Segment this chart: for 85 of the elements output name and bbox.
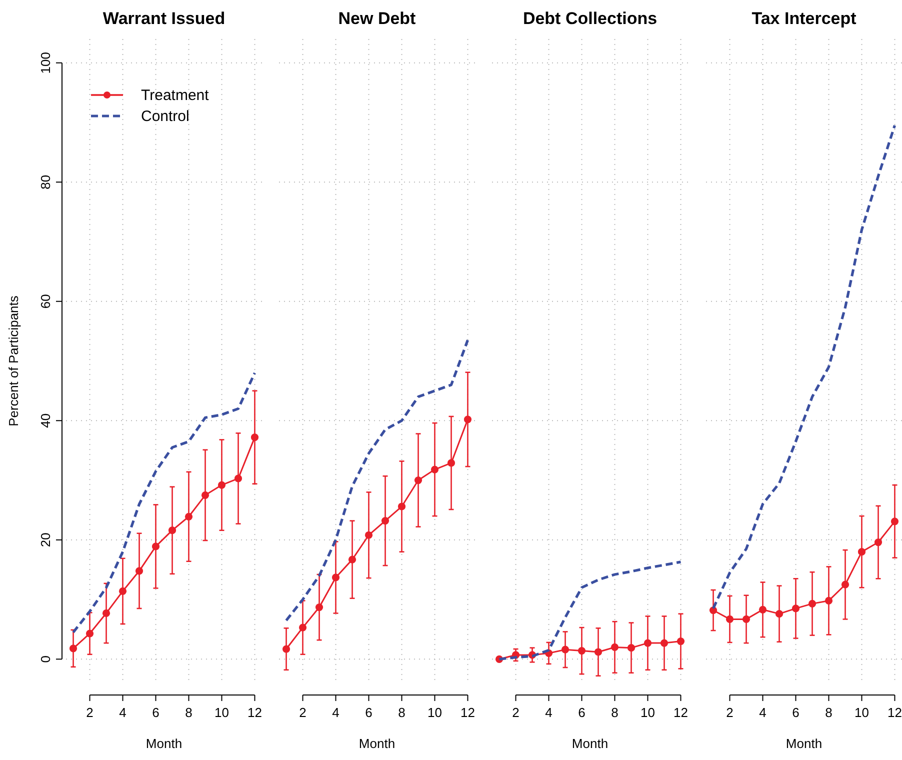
x-tick-label: 6 [578,705,586,720]
point [414,476,422,484]
x-tick-label: 10 [854,705,869,720]
point [69,644,78,652]
x-tick-label: 4 [332,705,340,720]
chart-title: New Debt [338,9,416,28]
x-tick-label: 4 [759,705,766,720]
y-tick-label: 20 [38,532,53,548]
point [135,567,144,575]
point [315,603,324,612]
point [841,580,850,588]
legend-label: Control [141,108,190,125]
x-tick-label: 12 [460,705,475,720]
point [168,526,176,534]
point [364,531,373,539]
y-tick-label: 100 [38,52,53,74]
point [594,648,602,656]
chart-title: Tax Intercept [752,9,857,28]
y-axis-title: Percent of Participants [6,295,21,426]
x-tick-label: 2 [86,705,94,720]
point [430,466,439,474]
line-series [72,372,256,634]
x-tick-label: 10 [640,705,655,720]
x-tick-label: 2 [299,705,306,720]
point [676,637,685,646]
x-tick-label: 12 [888,705,902,720]
point [464,416,472,424]
point [578,647,586,655]
y-tick-label: 40 [38,413,53,428]
x-axis-title: Month [786,736,822,751]
legend-label: Treatment [141,87,210,104]
point [775,610,784,618]
point [282,645,290,653]
point [447,459,456,467]
y-tick-label: 60 [38,294,53,309]
point [381,517,390,525]
point [332,574,340,582]
point [627,644,636,652]
point [742,615,750,623]
x-axis-title: Month [358,736,396,751]
point [644,639,652,647]
point [298,624,307,632]
point [874,538,882,546]
x-tick-label: 10 [214,705,229,720]
x-tick-label: 8 [611,705,618,720]
point [808,600,816,608]
y-tick-label: 0 [38,656,53,663]
x-tick-label: 8 [398,705,406,720]
point [218,481,226,489]
point [398,502,406,510]
point [824,596,833,605]
x-axis-title: Month [146,736,182,751]
x-tick-label: 4 [545,705,552,720]
x-tick-label: 6 [792,705,800,720]
chart-title: Warrant Issued [102,9,226,28]
x-tick-label: 6 [365,705,372,720]
point [858,548,866,556]
x-tick-label: 12 [248,705,262,720]
point [102,609,110,618]
x-tick-label: 2 [512,705,520,720]
point [118,587,127,595]
y-tick-label: 80 [38,174,53,190]
x-tick-label: 2 [726,705,734,720]
chart-title: Debt Collections [522,9,658,28]
point [250,434,259,442]
x-tick-label: 4 [119,705,126,720]
point [890,518,899,526]
point [234,474,242,482]
point [726,615,734,623]
point [758,606,767,614]
x-tick-label: 6 [152,705,160,720]
x-tick-label: 10 [428,705,442,720]
point [792,604,800,612]
point [561,646,570,654]
x-tick-label: 8 [185,705,192,720]
point [184,512,193,520]
x-axis-title: Month [572,736,608,751]
point [660,639,668,647]
x-tick-label: 8 [825,705,832,720]
x-tick-label: 12 [674,705,688,720]
point [152,542,160,550]
point [348,556,356,564]
point [610,643,619,652]
point [86,630,94,638]
point [201,491,210,499]
